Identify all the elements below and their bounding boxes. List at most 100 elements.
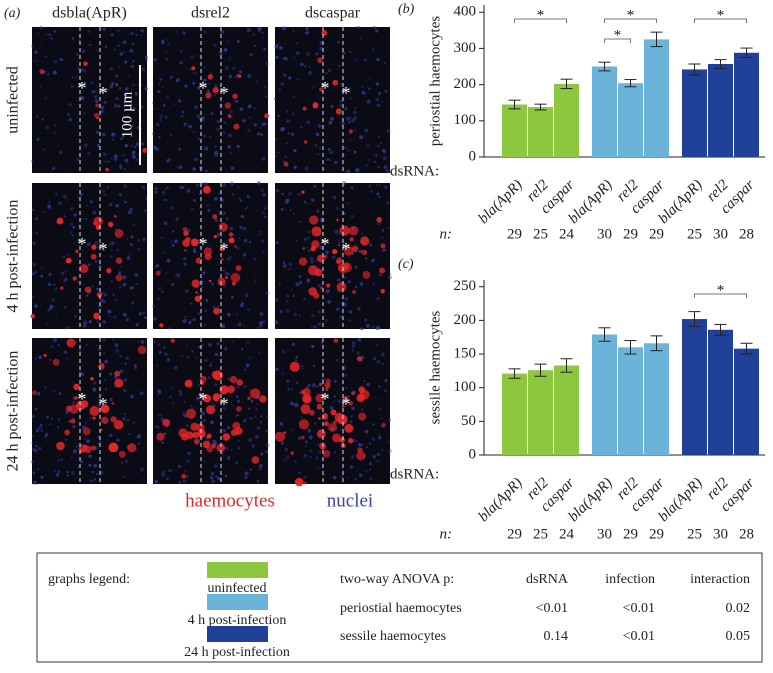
- nucleus: [229, 55, 232, 58]
- nucleus: [318, 450, 322, 454]
- nucleus: [76, 239, 80, 242]
- bar: [734, 348, 759, 455]
- nucleus: [190, 55, 194, 59]
- nucleus: [131, 42, 135, 46]
- nucleus: [370, 190, 373, 193]
- nucleus: [230, 449, 233, 451]
- nucleus: [366, 382, 371, 387]
- nucleus: [195, 356, 198, 359]
- haemocyte: [357, 412, 367, 421]
- bar: [644, 343, 669, 455]
- haemocyte: [360, 236, 370, 246]
- nucleus: [359, 282, 364, 287]
- nucleus: [96, 319, 100, 323]
- table-cell: <0.01: [623, 629, 655, 644]
- nucleus: [317, 310, 321, 314]
- nucleus: [316, 385, 320, 388]
- nucleus: [93, 381, 97, 385]
- micrograph: [32, 27, 147, 173]
- nucleus: [259, 312, 264, 316]
- nucleus: [175, 30, 178, 33]
- nucleus: [291, 342, 295, 346]
- nucleus: [361, 232, 364, 235]
- haemocyte: [101, 416, 109, 424]
- nucleus: [130, 144, 133, 147]
- asterisk: *: [220, 394, 229, 414]
- haemocyte: [313, 292, 320, 299]
- nucleus: [364, 257, 368, 260]
- nucleus: [197, 312, 201, 316]
- nucleus: [112, 338, 116, 342]
- nucleus: [338, 242, 340, 244]
- nucleus: [87, 242, 91, 247]
- nucleus: [290, 132, 295, 136]
- nucleus: [378, 436, 382, 440]
- haemocyte: [191, 66, 196, 71]
- nucleus: [109, 84, 114, 89]
- nucleus: [113, 385, 116, 388]
- nucleus: [290, 288, 293, 291]
- nucleus: [306, 279, 311, 283]
- nucleus: [372, 25, 376, 29]
- nucleus: [372, 282, 376, 286]
- nucleus: [364, 58, 368, 62]
- nucleus: [38, 446, 42, 450]
- haemocyte: [376, 217, 382, 223]
- nucleus: [104, 45, 108, 49]
- nucleus: [114, 154, 118, 158]
- nucleus: [55, 314, 58, 317]
- haemocyte: [64, 429, 70, 436]
- haemocyte: [114, 378, 124, 388]
- haemocyte: [289, 361, 300, 372]
- nucleus: [367, 198, 369, 200]
- nucleus: [170, 240, 174, 243]
- nucleus: [306, 52, 311, 56]
- nucleus: [313, 184, 317, 189]
- haemocyte: [317, 57, 323, 64]
- nucleus: [178, 147, 181, 151]
- nucleus: [116, 248, 120, 252]
- nucleus: [155, 147, 160, 151]
- nucleus: [124, 61, 128, 64]
- nucleus: [214, 383, 218, 387]
- nucleus: [39, 25, 43, 29]
- haemocyte: [290, 451, 294, 455]
- nucleus: [31, 272, 35, 276]
- haemocyte: [184, 379, 193, 388]
- nucleus: [80, 372, 85, 377]
- nucleus: [235, 461, 238, 465]
- nucleus: [385, 186, 388, 189]
- nucleus: [30, 160, 34, 163]
- nucleus: [70, 470, 75, 475]
- nucleus: [103, 193, 106, 197]
- nucleus: [153, 107, 156, 110]
- haemocyte: [381, 422, 386, 428]
- haemocyte: [318, 417, 321, 420]
- haemocyte: [335, 259, 342, 265]
- nucleus: [265, 443, 270, 448]
- nucleus: [205, 169, 208, 173]
- nucleus: [55, 192, 58, 196]
- nucleus: [218, 50, 223, 55]
- nucleus: [192, 130, 195, 134]
- nucleus: [157, 389, 162, 393]
- nucleus: [360, 443, 364, 447]
- haemocyte: [329, 120, 332, 124]
- nucleus: [298, 275, 302, 278]
- haemocyte: [56, 441, 65, 451]
- bar: [682, 69, 707, 157]
- nucleus: [304, 65, 307, 68]
- nucleus: [165, 58, 168, 61]
- nucleus: [247, 104, 252, 109]
- nucleus: [198, 293, 200, 295]
- nucleus: [183, 122, 186, 126]
- nucleus: [231, 340, 234, 343]
- nucleus: [106, 160, 110, 164]
- nucleus: [295, 282, 300, 287]
- nucleus: [157, 90, 161, 94]
- nucleus: [204, 40, 207, 43]
- nucleus: [198, 345, 202, 349]
- nucleus: [45, 323, 48, 326]
- nucleus: [240, 215, 244, 219]
- nucleus: [209, 476, 214, 480]
